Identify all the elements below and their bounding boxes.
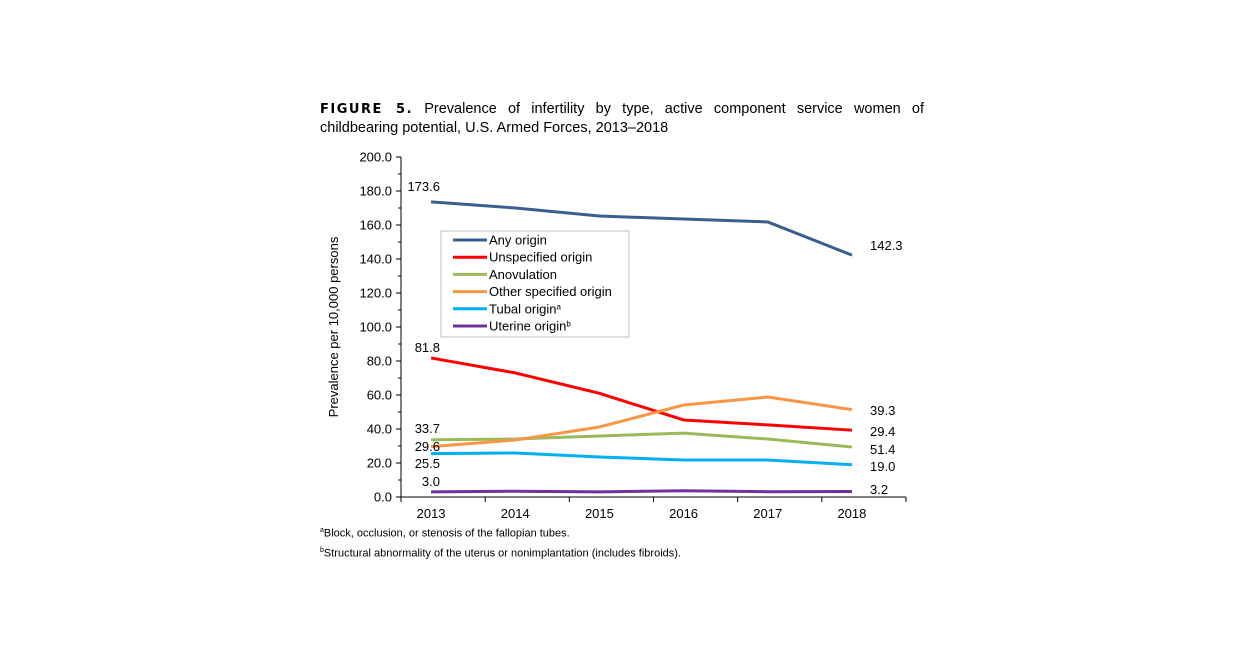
start-label: 33.7 [415,421,440,436]
y-tick-label: 200.0 [359,150,392,165]
x-tick-label: 2013 [417,506,446,521]
end-label: 3.2 [870,482,888,497]
x-tick-label: 2015 [585,506,614,521]
y-tick-label: 20.0 [367,456,392,471]
title-text: Prevalence of infertility by type, activ… [320,101,924,136]
legend-label: Tubal origina [489,301,561,316]
end-label: 19.0 [870,459,895,474]
y-tick-label: 0.0 [374,490,392,505]
y-tick-label: 40.0 [367,422,392,437]
y-tick-label: 160.0 [359,218,392,233]
legend [440,230,630,338]
start-label: 173.6 [407,179,440,194]
x-tick-label: 2014 [501,506,530,521]
end-label: 29.4 [870,424,895,439]
end-label: 142.3 [870,238,903,253]
y-tick-label: 180.0 [359,184,392,199]
start-label: 3.0 [422,474,440,489]
series-line-1 [430,356,853,432]
footnote-a: aBlock, occlusion, or stenosis of the fa… [320,527,570,540]
y-axis-label: Prevalence per 10,000 persons [326,236,341,417]
chart-title: FIGURE 5. Prevalence of infertility by t… [320,100,924,138]
footnote-b: bStructural abnormality of the uterus or… [320,547,681,560]
start-label: 81.8 [415,340,440,355]
x-tick-label: 2017 [753,506,782,521]
legend-label: Other specified origin [489,284,612,299]
y-tick-label: 100.0 [359,320,392,335]
x-tick-label: 2016 [669,506,698,521]
start-label: 25.5 [415,456,440,471]
legend-label: Anovulation [489,267,557,282]
series-line-2 [431,431,853,449]
series-line-5 [431,489,852,494]
y-tick-label: 140.0 [359,252,392,267]
series-line-3 [430,395,853,449]
legend-label: Uterine originb [489,319,571,334]
end-label: 39.3 [870,403,895,418]
y-tick-label: 120.0 [359,286,392,301]
series-line-0 [430,200,853,257]
figure-number: FIGURE 5. [320,102,414,117]
x-tick-label: 2018 [837,506,866,521]
legend-label: Unspecified origin [489,250,592,265]
end-label: 51.4 [870,442,895,457]
start-label: 29.6 [415,439,440,454]
y-tick-label: 80.0 [367,354,392,369]
legend-label: Any origin [489,233,547,248]
series-line-4 [431,451,853,467]
y-tick-label: 60.0 [367,388,392,403]
